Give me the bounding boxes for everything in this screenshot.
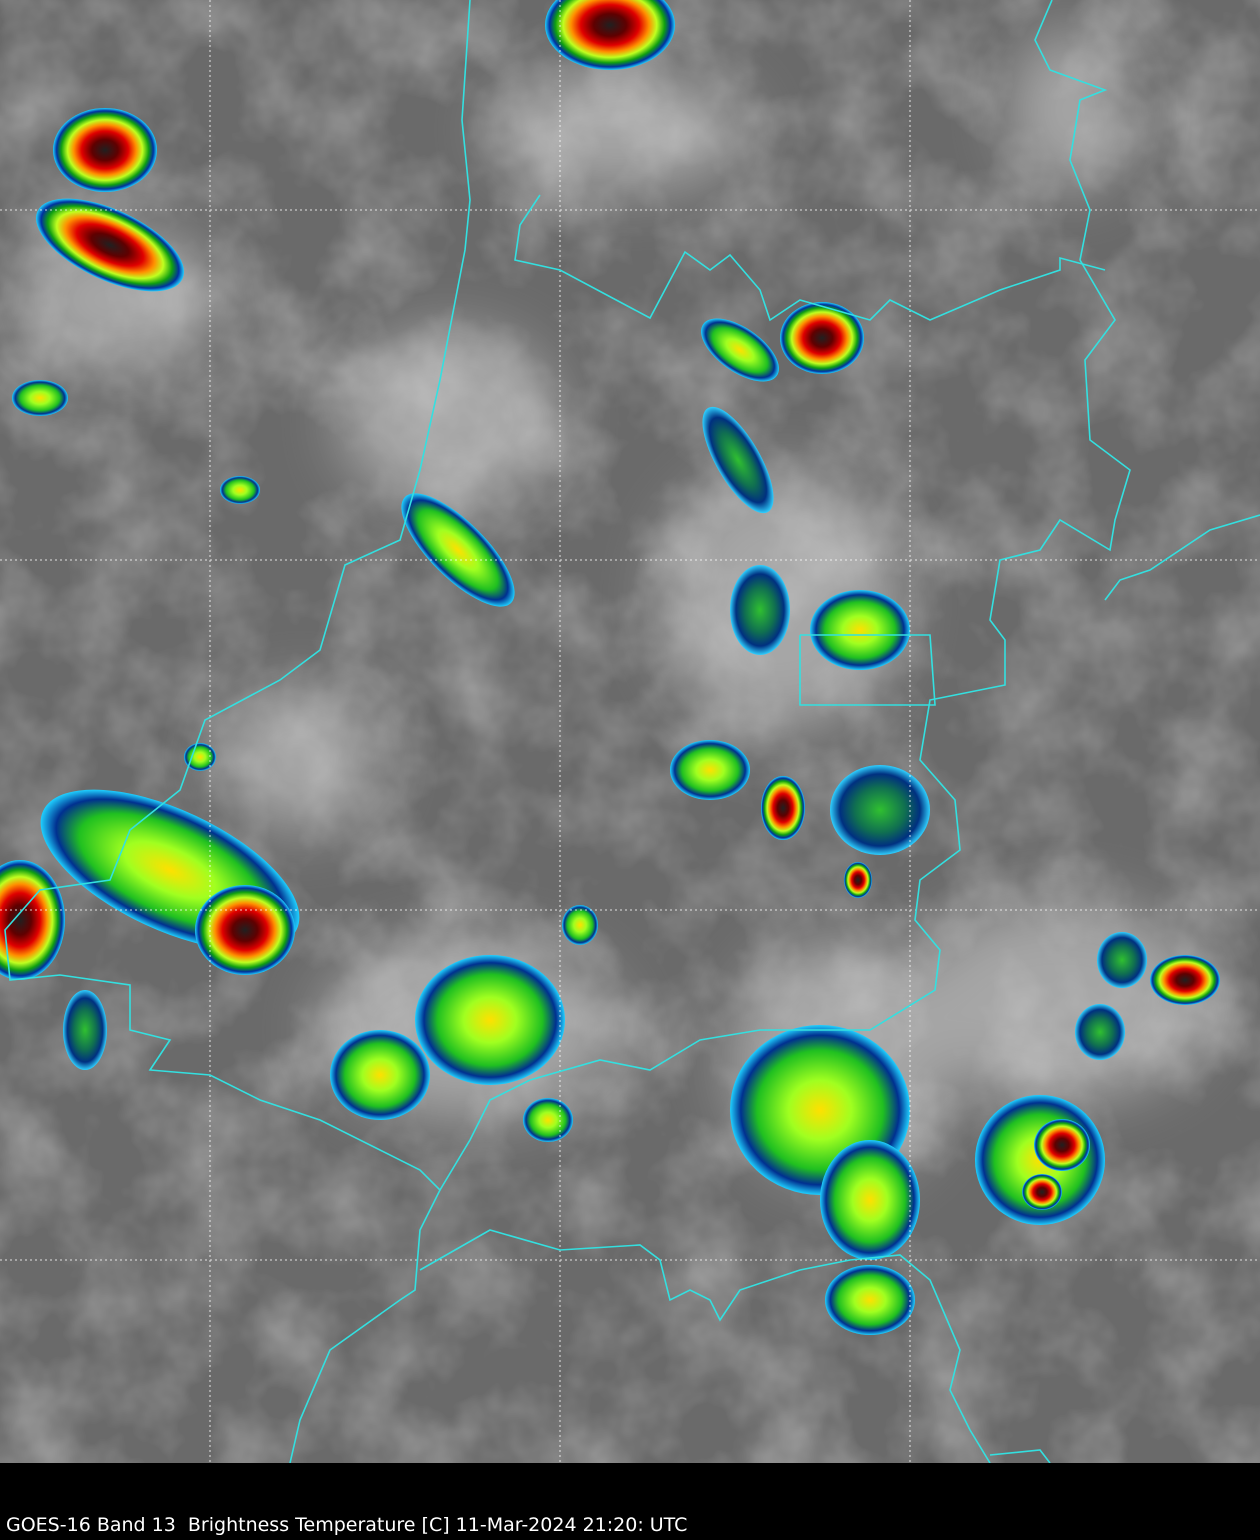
satellite-map	[0, 0, 1260, 1463]
storm-cells	[0, 0, 1220, 1335]
image-caption: GOES-16 Band 13 Brightness Temperature […	[6, 1514, 688, 1536]
political-borders	[4, 0, 1260, 1463]
graticule-grid	[0, 0, 1260, 1463]
cloud-texture	[0, 0, 1260, 1463]
